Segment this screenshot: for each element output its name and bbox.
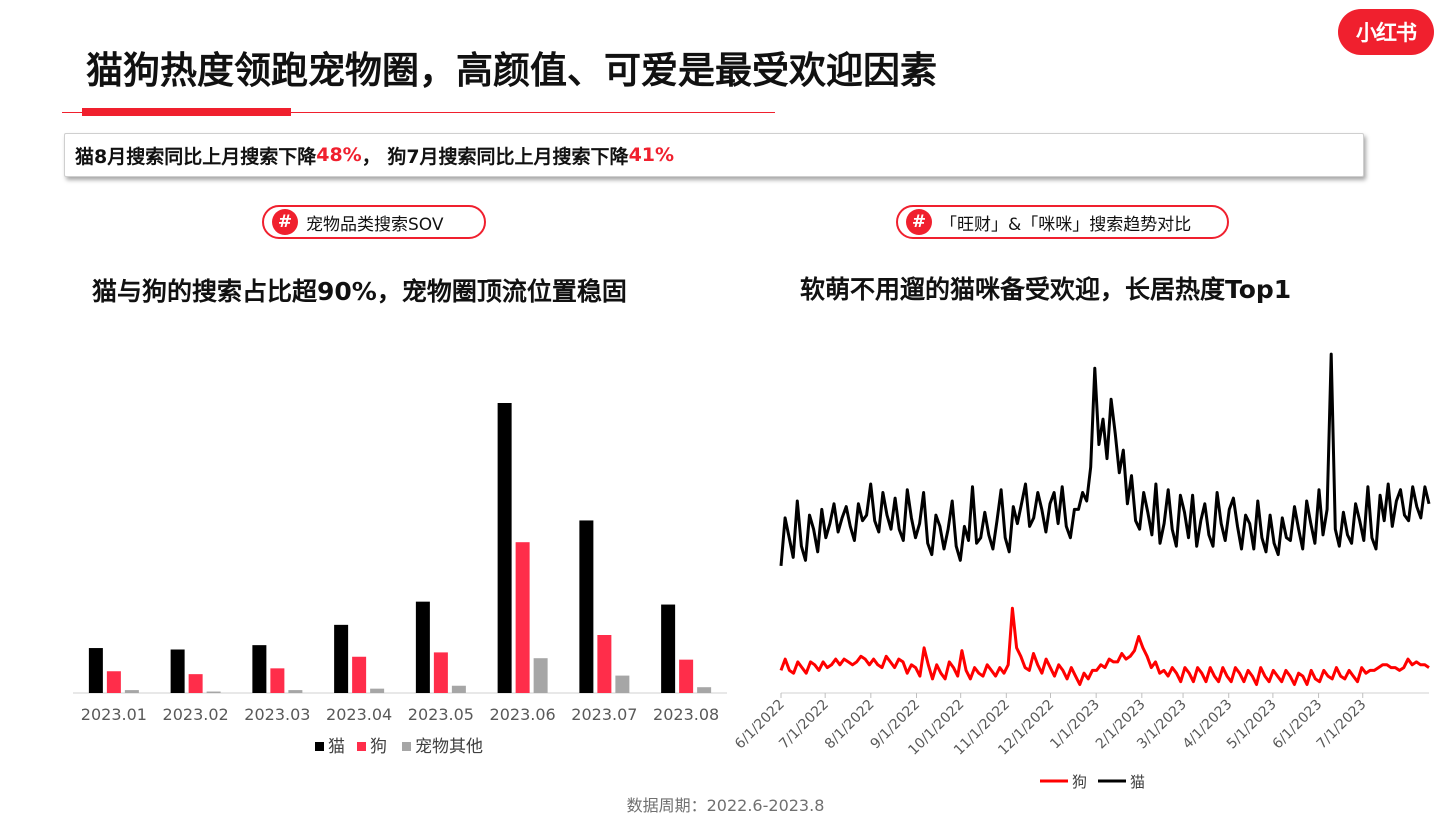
bar-狗 bbox=[433, 652, 448, 693]
x-tick-label: 2023.03 bbox=[244, 705, 310, 724]
x-tick-label: 2023.07 bbox=[571, 705, 637, 724]
bar-狗 bbox=[106, 671, 121, 693]
page-title: 猫狗热度领跑宠物圈，高颜值、可爱是最受欢迎因素 bbox=[86, 49, 937, 92]
x-tick-label: 2023.06 bbox=[490, 705, 556, 724]
hashtag-icon: # bbox=[906, 209, 932, 235]
callout-text-1: 猫8月搜索同比上月搜索下降 bbox=[75, 145, 317, 168]
bar-狗 bbox=[188, 674, 203, 693]
pet-category-sov-bar-chart: 2023.01 2023.02 2023.03 2023.04 2023.05 2023.… bbox=[73, 403, 727, 757]
data-period-note: 数据周期：2022.6-2023.8 bbox=[626, 796, 825, 815]
x-tick-label: 2023.04 bbox=[326, 705, 392, 724]
x-tick-label: 2023.02 bbox=[163, 705, 229, 724]
legend-label: 猫 bbox=[328, 737, 345, 757]
bar-宠物其他 bbox=[533, 658, 548, 693]
left-section-tag: # 宠物品类搜索SOV bbox=[262, 205, 486, 239]
bar-猫 bbox=[661, 604, 676, 693]
key-finding-callout: 猫8月搜索同比上月搜索下降 48% ， 狗7月搜索同比上月搜索下降 41% bbox=[64, 133, 1364, 177]
legend-label: 猫 bbox=[1130, 773, 1145, 791]
legend-label: 宠物其他 bbox=[415, 737, 483, 757]
x-tick-label: 2023.08 bbox=[653, 705, 719, 724]
bar-狗 bbox=[270, 668, 285, 693]
x-tick-label: 2023.05 bbox=[408, 705, 474, 724]
bar-宠物其他 bbox=[206, 691, 221, 693]
bar-猫 bbox=[334, 624, 349, 693]
legend-swatch bbox=[315, 742, 324, 751]
cat-dog-search-trend-line-chart: 6/1/20227/1/20228/1/20229/1/202210/1/202… bbox=[735, 352, 1431, 791]
title-accent-bar bbox=[82, 108, 291, 116]
bar-猫 bbox=[497, 403, 512, 693]
right-chart-headline: 软萌不用遛的猫咪备受欢迎，长居热度Top1 bbox=[800, 275, 1292, 304]
bar-狗 bbox=[679, 659, 694, 693]
bar-猫 bbox=[415, 601, 430, 693]
xiaohongshu-logo: 小红书 bbox=[1338, 9, 1434, 55]
bar-猫 bbox=[88, 648, 103, 693]
callout-text-2: ， 狗7月搜索同比上月搜索下降 bbox=[361, 145, 629, 168]
bar-狗 bbox=[515, 542, 530, 693]
legend-label: 狗 bbox=[370, 737, 387, 757]
bar-宠物其他 bbox=[370, 688, 385, 693]
bar-狗 bbox=[597, 635, 612, 693]
hashtag-icon: # bbox=[272, 209, 298, 235]
left-section-tag-label: 宠物品类搜索SOV bbox=[306, 214, 444, 235]
bar-宠物其他 bbox=[288, 690, 303, 693]
bar-猫 bbox=[252, 645, 267, 693]
legend-swatch bbox=[402, 742, 411, 751]
bar-宠物其他 bbox=[451, 685, 466, 693]
callout-percent-1: 48% bbox=[316, 144, 362, 166]
callout-percent-2: 41% bbox=[628, 144, 675, 166]
bar-宠物其他 bbox=[124, 690, 139, 693]
series-line-狗 bbox=[779, 606, 1430, 686]
bar-猫 bbox=[579, 520, 594, 693]
bar-宠物其他 bbox=[615, 675, 630, 693]
right-section-tag: # 「旺财」&「咪咪」搜索趋势对比 bbox=[896, 205, 1229, 239]
x-tick-label: 2023.01 bbox=[81, 705, 147, 724]
right-section-tag-label: 「旺财」&「咪咪」搜索趋势对比 bbox=[940, 214, 1192, 235]
bar-狗 bbox=[352, 656, 367, 693]
bar-宠物其他 bbox=[697, 687, 712, 693]
title-underline bbox=[62, 112, 775, 113]
legend-swatch bbox=[357, 742, 366, 751]
left-chart-headline: 猫与狗的搜索占比超90%，宠物圈顶流位置稳固 bbox=[92, 277, 627, 306]
legend-label: 狗 bbox=[1072, 773, 1087, 791]
bar-猫 bbox=[170, 649, 185, 693]
series-line-猫 bbox=[779, 352, 1431, 567]
